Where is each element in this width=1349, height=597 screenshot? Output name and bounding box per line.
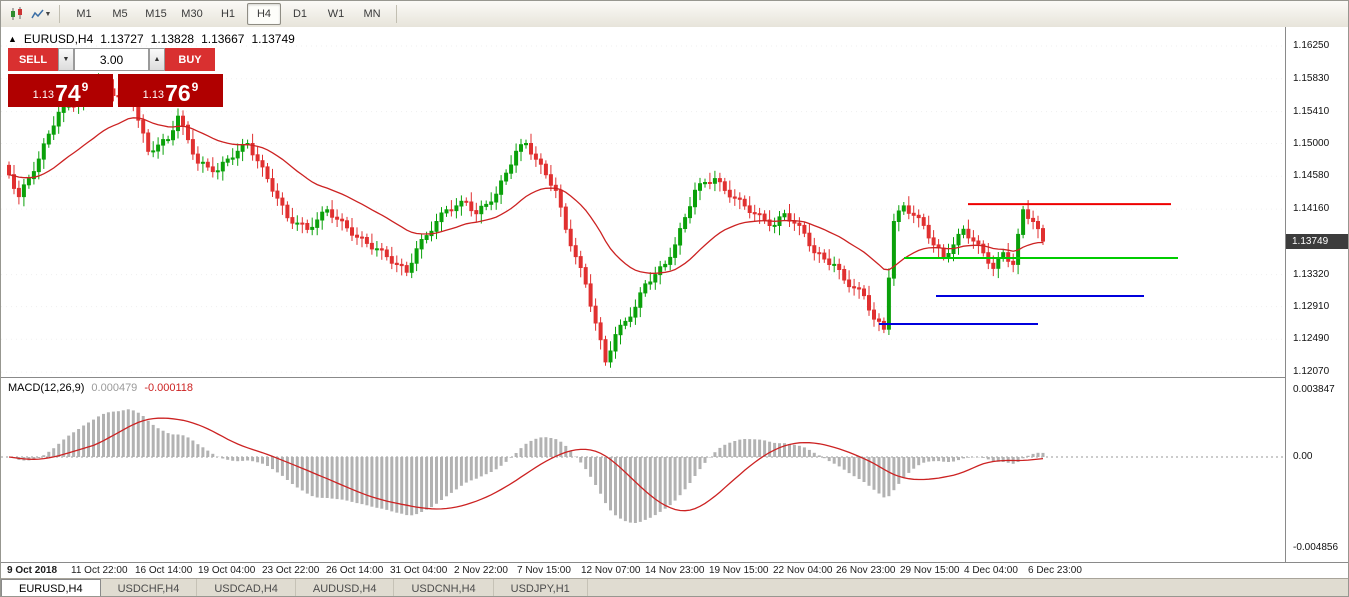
time-axis-label: 9 Oct 2018 — [7, 565, 58, 576]
volume-decrease-button[interactable]: ▼ — [58, 48, 74, 71]
timeframe-button-m30[interactable]: M30 — [181, 8, 203, 20]
price-axis-label: 1.15410 — [1293, 106, 1330, 117]
timeframe-buttons: M1 M5 M15 M30 H1 H4 D1 W1 MN — [66, 3, 390, 25]
timeframe-button-h4[interactable]: H4 — [247, 3, 281, 25]
time-axis-label: 22 Nov 04:00 — [773, 565, 833, 576]
chart-tab-eurusd-h4[interactable]: EURUSD,H4 — [1, 579, 101, 596]
toolbar: ▼ M1 M5 M15 M30 H1 H4 D1 W1 MN — [1, 1, 1348, 28]
price-axis-label: 1.12490 — [1293, 333, 1330, 344]
chart-symbol-label: EURUSD,H4 — [23, 32, 94, 46]
buy-quote-prefix: 1.13 — [142, 89, 165, 101]
time-axis-label: 31 Oct 04:00 — [390, 565, 448, 576]
time-axis[interactable]: 9 Oct 2018 11 Oct 22:00 16 Oct 14:00 19 Oct… — [1, 562, 1348, 578]
time-axis-label: 29 Nov 15:00 — [900, 565, 960, 576]
current-price-badge: 1.13749 — [1286, 234, 1348, 249]
time-axis-label: 19 Oct 04:00 — [198, 565, 256, 576]
price-axis-label: 1.15000 — [1293, 138, 1330, 149]
macd-axis-label: 0.003847 — [1293, 384, 1335, 395]
chart-type-icon[interactable] — [6, 4, 28, 24]
time-axis-label: 6 Dec 23:00 — [1028, 565, 1082, 576]
time-axis-label: 26 Nov 23:00 — [836, 565, 896, 576]
one-click-panel-toggle-icon[interactable]: ▲ — [8, 34, 17, 44]
toolbar-separator — [396, 5, 397, 23]
chart-tab-usdjpy-h1[interactable]: USDJPY,H1 — [494, 579, 588, 596]
price-axis-label: 1.13320 — [1293, 269, 1330, 280]
chart-tab-usdchf-h4[interactable]: USDCHF,H4 — [101, 579, 198, 596]
time-axis-label: 7 Nov 15:00 — [517, 565, 571, 576]
sell-quote-big: 74 — [55, 80, 81, 106]
sell-quote-pip: 9 — [81, 80, 89, 94]
toolbar-separator — [59, 5, 60, 23]
sell-button[interactable]: SELL — [8, 48, 58, 71]
macd-chart-canvas[interactable] — [1, 377, 1285, 562]
sell-quote-prefix: 1.13 — [32, 89, 55, 101]
chevron-down-icon: ▼ — [44, 10, 52, 18]
timeframe-button-m15[interactable]: M15 — [145, 8, 167, 20]
macd-axis-label: -0.004856 — [1293, 542, 1339, 553]
macd-indicator-label: MACD(12,26,9) 0.000479 -0.000118 — [8, 382, 193, 394]
price-axis-label: 1.15830 — [1293, 73, 1330, 84]
chart-tab-usdcnh-h4[interactable]: USDCNH,H4 — [394, 579, 494, 596]
timeframe-button-w1[interactable]: W1 — [327, 8, 345, 20]
time-axis-label: 2 Nov 22:00 — [454, 565, 508, 576]
ohlc-close: 1.13749 — [251, 32, 295, 46]
timeframe-button-h1[interactable]: H1 — [220, 8, 236, 20]
ohlc-open: 1.13727 — [100, 32, 144, 46]
timeframe-button-mn[interactable]: MN — [363, 8, 381, 20]
ohlc-high: 1.13828 — [150, 32, 195, 46]
indicators-icon[interactable]: ▼ — [30, 4, 52, 24]
buy-quote-big: 76 — [165, 80, 191, 106]
macd-value: 0.000479 — [91, 382, 138, 394]
one-click-trading-panel: SELL ▼ ▲ BUY 1.13 74 9 1.13 76 9 — [8, 48, 223, 107]
price-axis[interactable]: 1.16250 1.15830 1.15410 1.15000 1.14580 1.141… — [1285, 27, 1348, 562]
timeframe-button-m1[interactable]: M1 — [76, 8, 92, 20]
time-axis-label: 11 Oct 22:00 — [71, 565, 128, 576]
buy-quote-pip: 9 — [191, 80, 199, 94]
buy-quote-button[interactable]: 1.13 76 9 — [118, 74, 223, 107]
price-axis-label: 1.16250 — [1293, 40, 1330, 51]
volume-input[interactable] — [74, 48, 149, 71]
price-axis-label: 1.14580 — [1293, 170, 1330, 181]
indicator-glyph — [30, 9, 44, 18]
buy-button[interactable]: BUY — [165, 48, 215, 71]
price-axis-label: 1.12070 — [1293, 366, 1330, 377]
chart-header: ▲ EURUSD,H4 1.13727 1.13828 1.13667 1.13… — [8, 32, 295, 46]
macd-title: MACD(12,26,9) — [8, 382, 85, 394]
timeframe-button-d1[interactable]: D1 — [292, 8, 308, 20]
chart-tab-usdcad-h4[interactable]: USDCAD,H4 — [197, 579, 296, 596]
time-axis-label: 14 Nov 23:00 — [645, 565, 705, 576]
time-axis-label: 16 Oct 14:00 — [135, 565, 193, 576]
volume-increase-button[interactable]: ▲ — [149, 48, 165, 71]
timeframe-button-m5[interactable]: M5 — [112, 8, 128, 20]
ohlc-low: 1.13667 — [201, 32, 245, 46]
sell-quote-button[interactable]: 1.13 74 9 — [8, 74, 113, 107]
time-axis-label: 4 Dec 04:00 — [964, 565, 1018, 576]
chart-tab-audusd-h4[interactable]: AUDUSD,H4 — [296, 579, 395, 596]
price-axis-label: 1.14160 — [1293, 203, 1330, 214]
chart-tab-bar: EURUSD,H4 USDCHF,H4 USDCAD,H4 AUDUSD,H4 USDC… — [1, 578, 1348, 596]
time-axis-label: 19 Nov 15:00 — [709, 565, 769, 576]
macd-axis-label: 0.00 — [1293, 451, 1313, 462]
time-axis-label: 26 Oct 14:00 — [326, 565, 384, 576]
time-axis-label: 12 Nov 07:00 — [581, 565, 641, 576]
time-axis-label: 23 Oct 22:00 — [262, 565, 320, 576]
macd-signal-value: -0.000118 — [144, 382, 194, 394]
candlestick-glyph — [11, 7, 22, 20]
price-axis-label: 1.12910 — [1293, 301, 1330, 312]
